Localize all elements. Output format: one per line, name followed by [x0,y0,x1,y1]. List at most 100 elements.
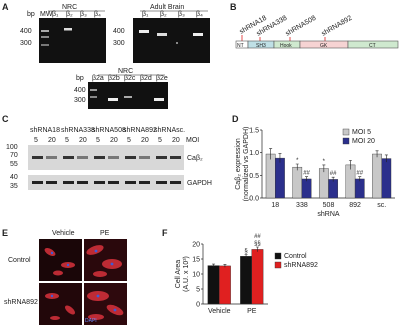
bar [328,179,339,199]
annotation: ## [303,171,310,177]
lane-label: β₁ [52,11,59,18]
error-bar [358,176,362,182]
panel-label: C [2,114,9,124]
shrna-site: shRNA892 [321,15,354,38]
error-bar [331,176,335,182]
gel-title: NRC [62,4,77,11]
marker: 35 [10,183,18,190]
y-tick-label: 0 [196,302,200,309]
legend-label: Control [284,253,307,260]
group-label: shRNA338 [61,127,95,134]
lane-label: β2a [92,75,104,82]
marker: 300 [113,40,125,47]
y-tick-label: 5 [196,287,200,294]
shrna-site: shRNA508 [285,15,318,38]
band [170,181,181,184]
band [156,156,167,159]
annotation: * [323,159,326,165]
x-tick-label: sc. [377,202,386,209]
legend-swatch [342,137,350,145]
x-tick-label: 508 [323,202,335,209]
band [77,156,88,159]
group-label: shRNA18 [30,127,60,134]
domain: NT [237,43,244,49]
row-label: shRNA892 [4,299,38,306]
lane-label: β₁ [142,11,149,18]
dose-label: 5 [34,137,38,144]
bar [301,178,312,199]
lane-label: β2d [140,75,152,82]
annotation: § [244,249,247,255]
bar [219,265,231,305]
error-bar [295,163,299,171]
y-axis-label: (A.U. x 10³) [183,256,190,292]
band [77,181,88,184]
x-tick-label: 892 [349,202,361,209]
legend-swatch [274,261,282,269]
gel [88,82,168,109]
band [170,156,181,159]
band [46,156,57,159]
error-bar [278,153,282,163]
marker: 55 [10,161,18,168]
error-bar [348,160,352,170]
band [139,181,150,184]
group-label: shRNA508 [92,127,126,134]
dose-label: 5 [127,137,131,144]
dose-label: 5 [96,137,100,144]
panel-b: shRNA18 shRNA338 shRNA508 shRNA892 NT SH… [235,15,399,49]
lane-label: β2c [124,75,136,82]
y-tick-label: 10 [192,272,200,279]
bar [292,166,303,199]
dose-label: 20 [110,137,118,144]
annotation: §§ [254,241,261,247]
domain: CT [369,43,376,49]
loading-label: GAPDH [187,180,212,187]
group-label: shRNAsc. [154,127,185,134]
bp-label: bp [27,11,35,18]
y-tick-label: 15 [192,257,200,264]
band [63,181,74,184]
dose-label: 20 [79,137,87,144]
marker: 300 [74,97,86,104]
annotation: * [296,158,299,164]
bar [240,256,252,305]
lane-label: β₂ [66,11,73,18]
marker: 400 [113,28,125,35]
blot [28,175,184,190]
y-tick-label: 0.5 [249,173,259,180]
mw-label: MW [40,11,53,18]
marker: 400 [20,28,32,35]
protein-label: Caβ₂ [187,155,203,162]
x-tick-label: Vehicle [208,308,231,315]
bar [318,168,329,199]
y-tick-label: 1.5 [249,128,259,135]
band [32,156,43,159]
bar [207,265,220,305]
panel-label: F [162,228,168,238]
moi-label: MOI [186,137,199,144]
legend-label: shRNA892 [284,262,318,269]
lane-label: β₄ [196,11,203,18]
bar [381,158,392,199]
bar [275,157,285,199]
panel-label: A [2,2,9,12]
lane-label: β₄ [94,11,101,18]
row-label: Control [8,257,31,264]
gel-title: NRC [118,68,133,75]
bar [354,178,365,199]
marker: 100 [6,144,18,151]
legend-label: MOI 20 [352,138,375,145]
y-tick-label: 1.0 [249,150,259,157]
panel-e: Vehicle PE Control shRNA892 DAPI [4,230,127,325]
band [94,156,105,159]
stain-label: DAPI [85,318,97,324]
gel-title: Adult Brain [150,4,184,11]
marker: 300 [20,40,32,47]
band [94,181,105,184]
x-tick-label: PE [247,308,257,315]
legend-swatch [274,252,282,260]
y-tick-label: 20 [192,242,200,249]
column-label: PE [100,230,110,237]
